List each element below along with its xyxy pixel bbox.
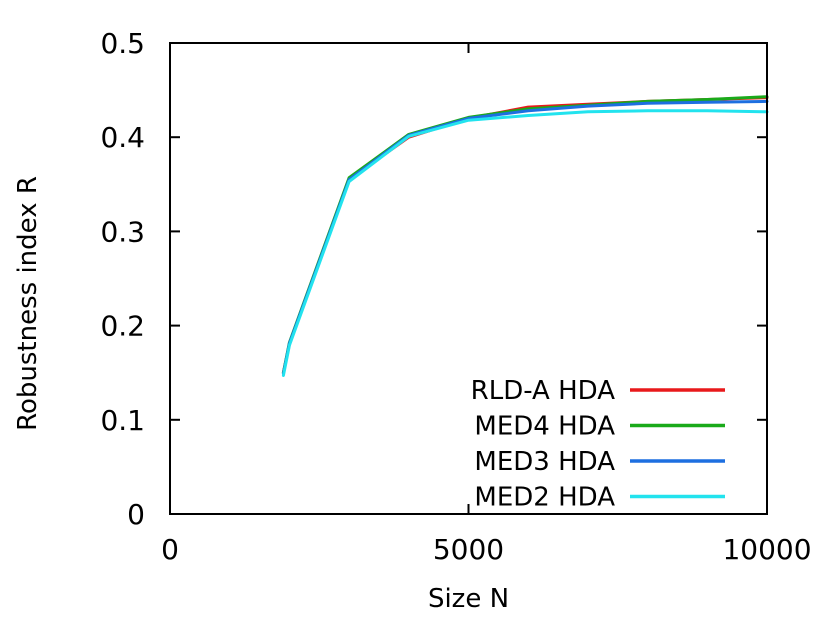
series-line (281, 95, 769, 375)
series-layer (281, 95, 769, 377)
series-line (281, 96, 769, 375)
y-tick-label: 0.1 (100, 404, 145, 437)
y-tick-label: 0.5 (100, 27, 145, 60)
legend-label: RLD-A HDA (471, 376, 616, 406)
x-axis-title: Size N (428, 584, 509, 614)
series-line (281, 109, 769, 377)
legend-label: MED4 HDA (474, 412, 615, 442)
ticks-layer: 0 5000 10000 0 0.1 0.2 0.3 0.4 0.5 (100, 27, 811, 566)
y-tick-label: 0.4 (100, 121, 145, 154)
x-tick-label: 0 (161, 533, 179, 566)
legend-label: MED3 HDA (474, 447, 615, 477)
plot-frame (169, 42, 768, 515)
y-axis-title: Robustness index R (13, 176, 43, 431)
x-tick-label: 10000 (722, 533, 811, 566)
legend-label: MED2 HDA (474, 483, 615, 513)
series-line (281, 99, 769, 376)
y-tick-label: 0.3 (100, 215, 145, 248)
legend: RLD-A HDA MED4 HDA MED3 HDA MED2 HDA (471, 376, 725, 513)
x-tick-label: 5000 (433, 533, 504, 566)
y-tick-label: 0 (127, 498, 145, 531)
y-tick-label: 0.2 (100, 310, 145, 343)
